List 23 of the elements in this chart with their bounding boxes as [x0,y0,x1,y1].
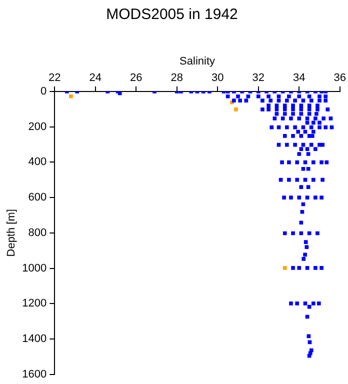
y-tick-label: 1600 [22,368,47,380]
y-axis-title: Depth [m] [6,209,18,257]
x-tick-label: 22 [48,72,61,84]
x-tick-label: 32 [252,72,265,84]
x-tick-label: 36 [334,72,346,84]
x-tick-label: 24 [89,72,102,84]
x-tick-label: 30 [212,72,224,84]
y-tick-label: 800 [28,226,47,239]
x-axis-title: Salinity [180,56,216,68]
point [69,94,73,98]
y-tick-label: 1000 [22,262,47,274]
y-tick-label: 200 [28,120,47,133]
x-tick-label: 34 [293,72,306,84]
y-tick-label: 600 [28,192,47,204]
y-tick-label: 1200 [22,298,47,310]
y-tick-label: 1400 [22,333,47,346]
chart-title: MODS2005 in 1942 [106,6,238,24]
y-tick-label: 400 [28,156,47,168]
point [282,266,287,270]
x-tick-label: 28 [170,72,184,84]
x-tick-label: 26 [130,72,142,84]
y-tick-label: 0 [40,85,47,98]
point [234,108,238,112]
